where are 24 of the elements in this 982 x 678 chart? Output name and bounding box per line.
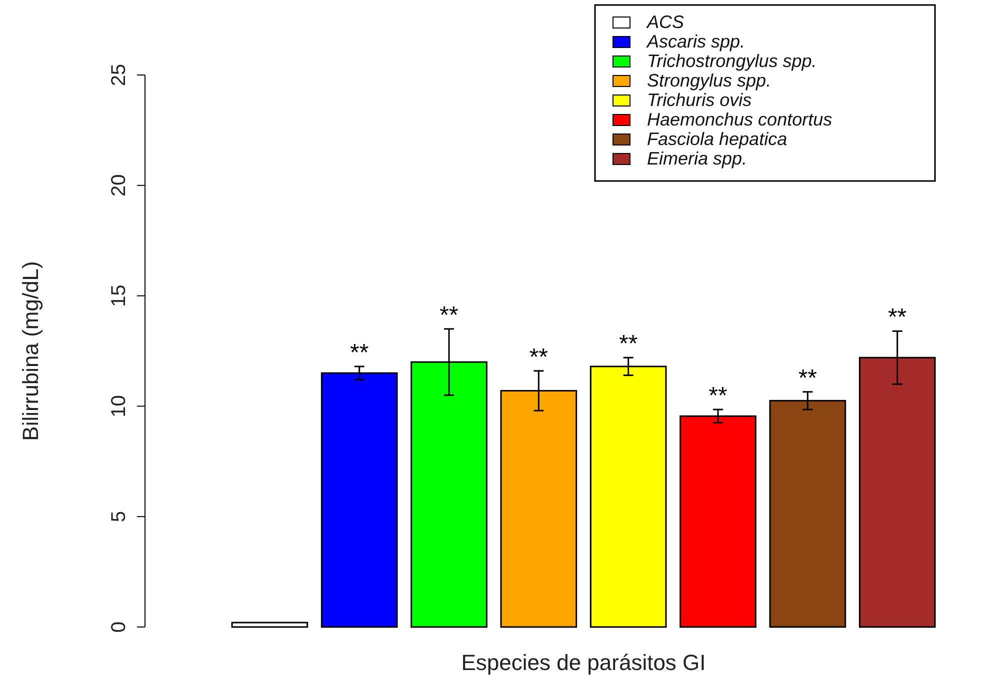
legend-label: Trichostrongylus spp. (647, 51, 817, 71)
legend-label: Strongylus spp. (647, 70, 772, 90)
y-tick-label: 0 (108, 621, 130, 633)
annotation: ** (618, 330, 638, 358)
legend-label: Ascaris spp. (646, 32, 746, 52)
annotation: ** (708, 382, 728, 410)
y-axis-title: Bilirrubina (mg/dL) (18, 261, 43, 441)
legend-label: Fasciola hepatica (647, 129, 788, 149)
annotation: ** (350, 339, 369, 366)
annotation: ** (440, 302, 458, 329)
y-tick-label: 25 (108, 64, 130, 86)
legend-label: Trichuris ovis (647, 90, 752, 110)
annotation: ** (888, 304, 907, 332)
y-tick-label: 15 (108, 284, 130, 307)
annotation: ** (798, 364, 817, 392)
y-tick-label: 20 (108, 174, 130, 197)
legend-label: Haemonchus contortus (647, 110, 832, 130)
y-tick-label: 10 (108, 395, 130, 418)
y-tick-label: 5 (108, 511, 130, 522)
legend-label: Eimeria spp. (647, 148, 748, 168)
bar (231, 622, 308, 628)
x-axis-title: Especies de parásitos GI (461, 650, 706, 675)
annotation: ** (529, 344, 548, 371)
legend-label: ACS (646, 12, 684, 32)
